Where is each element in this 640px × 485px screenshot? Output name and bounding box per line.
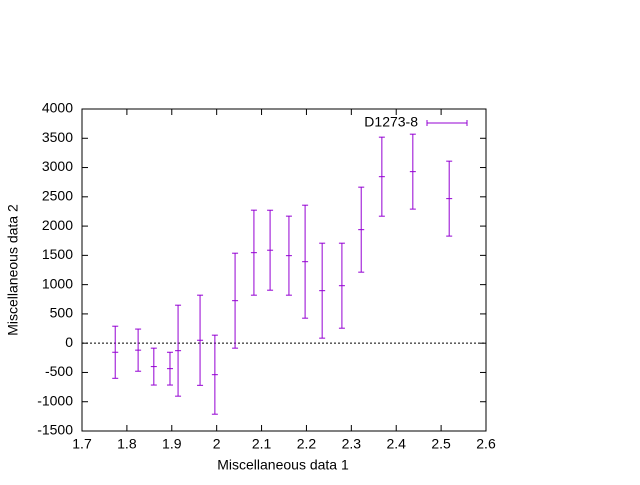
- x-tick-label: 2: [213, 436, 221, 452]
- x-tick-label: 1.7: [72, 436, 92, 452]
- y-tick-label: -500: [45, 363, 73, 379]
- y-tick-label: 1000: [42, 275, 73, 291]
- y-tick-label: 2500: [42, 188, 73, 204]
- x-tick-label: 2.4: [386, 436, 406, 452]
- y-tick-label: 2000: [42, 217, 73, 233]
- plot-frame: [81, 108, 487, 432]
- y-tick-label: 0: [65, 334, 73, 350]
- y-tick-label: 3000: [42, 158, 73, 174]
- x-tick-label: 2.1: [252, 436, 272, 452]
- x-tick-label: 1.8: [117, 436, 137, 452]
- y-tick-label: -1000: [37, 392, 73, 408]
- x-tick-label: 1.9: [162, 436, 182, 452]
- x-tick-label: 2.2: [297, 436, 317, 452]
- y-tick-label: -1500: [37, 422, 73, 438]
- x-tick-label: 2.5: [431, 436, 451, 452]
- x-tick-label: 2.3: [342, 436, 362, 452]
- x-axis-label: Miscellaneous data 1: [217, 457, 349, 473]
- y-axis-label: Miscellaneous data 2: [5, 204, 21, 336]
- y-tick-label: 500: [50, 305, 74, 321]
- x-tick-label: 2.6: [476, 436, 496, 452]
- y-tick-label: 1500: [42, 246, 73, 262]
- y-tick-label: 4000: [42, 100, 73, 116]
- y-tick-label: 3500: [42, 129, 73, 145]
- legend-label: D1273-8: [364, 114, 418, 130]
